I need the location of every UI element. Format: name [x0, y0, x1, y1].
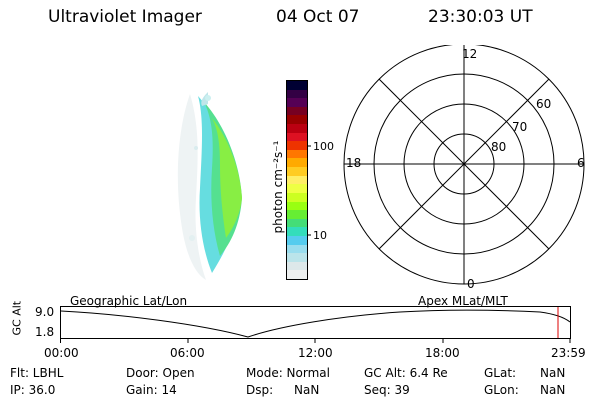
info-mode: Mode: Normal: [246, 366, 330, 380]
colorbar-stripe: [287, 106, 307, 116]
colorbar-stripe: [287, 158, 307, 168]
info-dsp-label: Dsp:: [246, 383, 274, 397]
lat-label-80: 80: [491, 140, 507, 154]
colorbar-stripe: [287, 132, 307, 142]
timeline-right-caption: Apex MLat/MLT: [418, 294, 508, 308]
mlt-label-0: 0: [467, 277, 475, 291]
mlt-label-18: 18: [346, 156, 362, 170]
colorbar-stripe: [287, 244, 307, 254]
colorbar-stripe: [287, 235, 307, 245]
info-glat-label: GLat:: [484, 366, 517, 380]
colorbar-tick-100: 100: [313, 140, 334, 153]
info-glat-value: NaN: [540, 366, 566, 380]
colorbar-stripe: [287, 184, 307, 193]
time-label: 23:30:03 UT: [428, 7, 533, 27]
instrument-title: Ultraviolet Imager: [48, 7, 202, 27]
colorbar-stripe: [287, 227, 307, 236]
info-dsp-value: NaN: [294, 383, 320, 397]
info-seq: Seq: 39: [364, 383, 410, 397]
colorbar-stripe: [287, 167, 307, 176]
colorbar-label: photon cm⁻²s⁻¹: [271, 140, 285, 234]
mlt-label-6: 6: [577, 156, 585, 170]
lat-label-60: 60: [536, 97, 552, 111]
colorbar: [286, 80, 308, 280]
info-door: Door: Open: [126, 366, 195, 380]
xtick-0000: 00:00: [44, 346, 79, 360]
lat-label-70: 70: [512, 120, 528, 134]
colorbar-stripe: [287, 89, 307, 99]
colorbar-stripe: [287, 81, 307, 90]
timeline-ymax: 9.0: [35, 305, 55, 319]
info-glon-label: GLon:: [484, 383, 519, 397]
info-ip: IP: 36.0: [10, 383, 56, 397]
colorbar-stripe: [287, 210, 307, 219]
info-flt: Flt: LBHL: [10, 366, 64, 380]
mlt-label-12: 12: [462, 47, 478, 61]
timeline-ylabel: GC Alt: [10, 300, 24, 336]
date-label: 04 Oct 07: [276, 7, 360, 27]
colorbar-stripe: [287, 98, 307, 107]
colorbar-stripe: [287, 261, 307, 271]
colorbar-stripe: [287, 115, 307, 125]
colorbar-stripe: [287, 175, 307, 185]
timeline-left-caption: Geographic Lat/Lon: [70, 294, 188, 308]
xtick-2359: 23:59: [551, 346, 586, 360]
colorbar-tick-10: 10: [313, 229, 327, 242]
xtick-1200: 12:00: [298, 346, 333, 360]
info-glon-value: NaN: [540, 383, 566, 397]
colorbar-stripe: [287, 201, 307, 211]
auroral-image: [177, 92, 242, 280]
colorbar-stripe: [287, 149, 307, 159]
colorbar-stripe: [287, 141, 307, 150]
colorbar-stripe: [287, 253, 307, 262]
colorbar-stripe: [287, 124, 307, 133]
colorbar-stripe: [287, 270, 307, 279]
colorbar-ticks: [307, 145, 311, 236]
polar-grid: [343, 45, 585, 285]
xtick-1800: 18:00: [425, 346, 460, 360]
colorbar-stripe: [287, 192, 307, 202]
colorbar-stripe: [287, 218, 307, 228]
timeline-ymin: 1.8: [35, 325, 55, 339]
info-gcalt: GC Alt: 6.4 Re: [364, 366, 448, 380]
altitude-timeline: [60, 306, 571, 343]
xtick-0600: 06:00: [170, 346, 205, 360]
info-gain: Gain: 14: [126, 383, 177, 397]
